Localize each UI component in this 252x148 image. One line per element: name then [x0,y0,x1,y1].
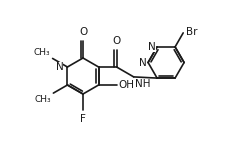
Text: CH₃: CH₃ [34,48,51,57]
Text: O: O [79,27,87,37]
Text: F: F [80,114,86,124]
Text: Br: Br [186,27,198,37]
Text: O: O [112,36,121,46]
Text: N: N [148,42,156,52]
Text: OH: OH [119,80,135,90]
Text: N: N [56,62,64,72]
Text: NH: NH [135,79,150,89]
Text: N: N [139,58,147,67]
Text: CH₃: CH₃ [35,95,51,104]
